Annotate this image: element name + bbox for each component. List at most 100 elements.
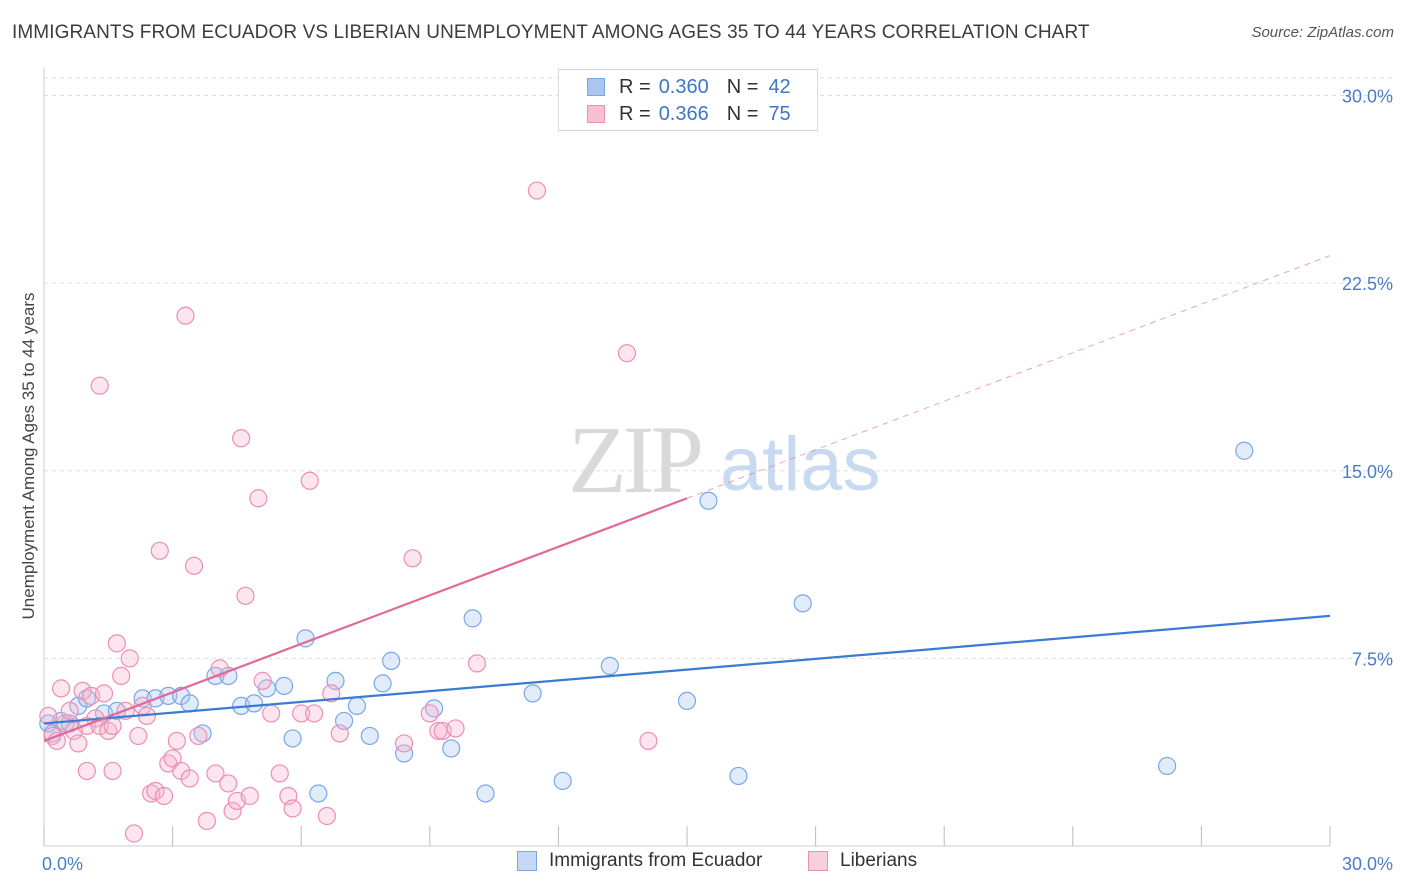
y-tick-label: 15.0% — [1342, 462, 1393, 482]
legend-row-ecuador: R = 0.360 N = 42 — [587, 74, 791, 100]
point-liberians — [112, 666, 131, 685]
trend-extension-liberians — [686, 255, 1331, 499]
point-liberians — [223, 801, 242, 821]
point-liberians — [103, 761, 122, 781]
point-liberians — [150, 541, 169, 560]
point-liberians — [176, 306, 195, 325]
legend-n-label: N = — [726, 102, 759, 125]
point-liberians — [300, 471, 319, 490]
legend-label-ecuador: Immigrants from Ecuador — [549, 850, 763, 871]
point-liberians — [180, 769, 199, 788]
x-tick-label: 30.0% — [1342, 854, 1393, 874]
point-liberians — [262, 704, 281, 723]
source-label: Source: ZipAtlas.com — [1251, 24, 1394, 41]
point-liberians — [103, 716, 122, 736]
point-liberians — [322, 684, 341, 703]
point-ecuador — [394, 744, 414, 763]
point-ecuador — [463, 609, 482, 628]
tick-labels: 7.5% 15.0% 22.5% 30.0% 0.0% 30.0% — [42, 87, 1393, 874]
point-liberians — [154, 786, 174, 806]
y-tick-label: 30.0% — [1342, 87, 1393, 107]
point-liberians — [90, 376, 109, 395]
point-liberians — [219, 774, 238, 793]
point-ecuador — [476, 784, 495, 803]
point-liberians — [304, 704, 324, 723]
point-liberians — [317, 806, 337, 826]
x-tick-label: 0.0% — [42, 854, 83, 874]
watermark-atlas: atlas — [720, 422, 881, 507]
point-liberians — [73, 681, 92, 700]
point-liberians — [232, 429, 251, 448]
legend-swatch-liberians — [587, 105, 605, 123]
chart-title: IMMIGRANTS FROM ECUADOR VS LIBERIAN UNEM… — [12, 22, 1090, 43]
legend-r-label: R = — [619, 102, 651, 125]
legend-item-ecuador[interactable]: Immigrants from Ecuador — [517, 850, 762, 872]
trend-line-liberians — [43, 497, 688, 742]
point-ecuador — [677, 691, 697, 711]
point-liberians — [124, 824, 144, 843]
trend-lines — [43, 255, 1331, 742]
point-liberians — [189, 726, 208, 746]
point-liberians — [60, 701, 79, 721]
grid-lines — [44, 77, 1394, 659]
point-ecuador — [382, 651, 401, 670]
point-ecuador — [347, 696, 367, 716]
point-liberians — [270, 764, 289, 783]
point-liberians — [617, 344, 637, 363]
point-liberians — [292, 704, 311, 723]
point-ecuador — [373, 674, 392, 693]
point-liberians — [639, 731, 658, 751]
legend-n-value: 75 — [768, 102, 791, 125]
point-liberians — [253, 671, 272, 690]
point-liberians — [184, 556, 204, 575]
point-liberians — [129, 726, 148, 746]
point-ecuador — [274, 676, 294, 695]
point-liberians — [163, 749, 182, 768]
correlation-legend: R = 0.360 N = 42 R = 0.366 N = 75 — [558, 69, 818, 131]
legend-n-value: 42 — [768, 75, 791, 98]
point-liberians — [527, 181, 547, 200]
legend-swatch-ecuador — [517, 851, 537, 871]
legend-row-liberians: R = 0.366 N = 75 — [587, 101, 791, 127]
point-liberians — [206, 764, 225, 783]
point-liberians — [146, 781, 165, 801]
point-liberians — [197, 811, 216, 831]
point-ecuador — [244, 694, 264, 713]
y-axis-label: Unemployment Among Ages 35 to 44 years — [19, 293, 38, 620]
point-liberians — [467, 654, 487, 673]
legend-swatch-liberians — [808, 851, 828, 871]
legend-swatch-ecuador — [587, 78, 605, 96]
point-liberians — [39, 706, 58, 726]
point-ecuador — [699, 491, 718, 510]
point-liberians — [167, 731, 186, 751]
point-liberians — [120, 649, 139, 668]
point-ecuador — [1158, 756, 1177, 776]
point-liberians — [330, 724, 349, 743]
point-liberians — [249, 489, 268, 508]
legend-n-label: N = — [726, 75, 759, 98]
point-ecuador — [729, 766, 748, 786]
point-ecuador — [1235, 441, 1254, 460]
watermark: ZIP atlas — [568, 406, 881, 513]
point-liberians — [446, 719, 465, 738]
point-ecuador — [442, 739, 461, 758]
point-liberians — [52, 679, 71, 698]
trend-line-ecuador — [43, 614, 1331, 725]
point-liberians — [77, 761, 96, 781]
point-liberians — [69, 734, 88, 753]
point-liberians — [94, 684, 114, 703]
point-ecuador — [553, 771, 572, 791]
legend-r-value: 0.360 — [658, 75, 709, 98]
point-liberians — [107, 634, 126, 653]
point-liberians — [236, 586, 255, 605]
legend-r-label: R = — [619, 75, 651, 98]
legend-label-liberians: Liberians — [840, 850, 918, 871]
series-legend: Immigrants from Ecuador Liberians — [0, 850, 1406, 878]
data-points — [39, 181, 1254, 843]
point-ecuador — [523, 684, 542, 703]
point-ecuador — [283, 729, 302, 748]
point-liberians — [420, 704, 439, 723]
legend-item-liberians[interactable]: Liberians — [808, 850, 917, 872]
point-liberians — [394, 734, 414, 753]
